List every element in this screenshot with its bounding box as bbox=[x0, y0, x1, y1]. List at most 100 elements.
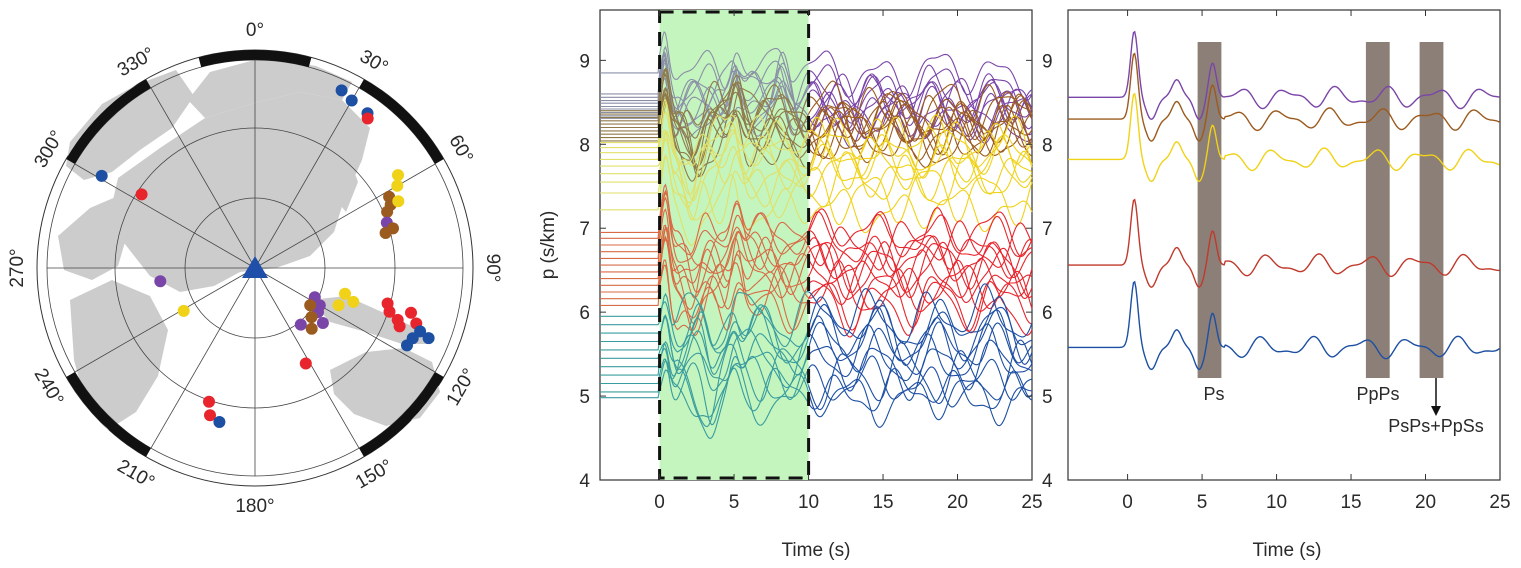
arc-band-0 bbox=[198, 50, 312, 68]
rf-trace-window bbox=[600, 91, 810, 161]
rf-trace-window bbox=[600, 355, 810, 426]
x-tick-label: 10 bbox=[798, 492, 819, 513]
rf-trace bbox=[808, 283, 1033, 345]
rf-trace-window bbox=[600, 73, 809, 167]
rf-trace bbox=[808, 276, 1033, 338]
rf-trace-window bbox=[600, 347, 810, 400]
azimuth-label: 150° bbox=[352, 456, 397, 494]
rf-trace-window bbox=[600, 77, 809, 131]
rf-trace bbox=[808, 355, 1033, 408]
x-ticks-c: 0 5 10 15 20 25 bbox=[1122, 10, 1511, 513]
rf-trace bbox=[808, 220, 1033, 271]
polar-map-panel: 0°30°60°90°120°150°180°210°240°270°300°3… bbox=[7, 20, 503, 517]
stacked-trace-red bbox=[1068, 198, 1500, 288]
series-yellow bbox=[600, 98, 1033, 246]
spoke-210 bbox=[150, 267, 256, 449]
rf-trace bbox=[808, 152, 1033, 202]
x-tick-label: 0 bbox=[654, 492, 665, 513]
x-tick-label: 20 bbox=[947, 492, 968, 513]
event-point-yellow bbox=[177, 304, 190, 317]
azimuth-label: 210° bbox=[113, 456, 158, 494]
spoke-300 bbox=[74, 163, 256, 269]
y-tick-label-right: 5 bbox=[1042, 387, 1053, 408]
rf-trace-window bbox=[600, 70, 810, 138]
y-ticks-b: 4 4 5 5 6 6 7 7 8 8 9 9 bbox=[579, 51, 1053, 492]
event-point-purple bbox=[294, 318, 307, 331]
rf-trace bbox=[808, 84, 1033, 144]
rf-trace-window bbox=[600, 196, 809, 274]
azimuth-label: 90° bbox=[482, 254, 503, 283]
event-point-blue bbox=[422, 332, 435, 345]
rf-trace bbox=[808, 207, 1033, 263]
x-axis-label-c: Time (s) bbox=[1253, 540, 1322, 561]
event-point-red bbox=[361, 112, 374, 125]
rf-trace bbox=[808, 242, 1033, 299]
rf-trace bbox=[808, 339, 1033, 411]
rf-trace bbox=[808, 105, 1033, 168]
rf-trace-window bbox=[600, 314, 810, 376]
y-tick-label-right: 9 bbox=[1042, 51, 1053, 72]
event-point-red bbox=[405, 306, 417, 319]
polar-spokes bbox=[47, 60, 463, 476]
rf-trace bbox=[808, 208, 1033, 258]
rf-trace bbox=[808, 129, 1033, 180]
series-red bbox=[600, 183, 1033, 338]
event-point-yellow bbox=[391, 179, 404, 192]
rf-trace-window bbox=[600, 155, 809, 246]
event-point-red bbox=[204, 409, 216, 422]
landmass-siberia bbox=[188, 58, 352, 118]
event-point-brown bbox=[379, 227, 392, 239]
rf-trace bbox=[808, 249, 1033, 306]
event-points bbox=[95, 84, 435, 428]
y-tick-label: 6 bbox=[579, 303, 590, 324]
rf-trace-window bbox=[600, 191, 810, 256]
rf-trace bbox=[808, 134, 1033, 190]
rf-trace-window bbox=[600, 226, 810, 310]
rf-trace bbox=[808, 114, 1033, 165]
x-tick-label: 0 bbox=[1122, 492, 1133, 513]
azimuth-label: 240° bbox=[30, 365, 68, 410]
rf-trace-window bbox=[600, 81, 810, 177]
rf-trace-window bbox=[600, 68, 810, 139]
azimuth-arc-bands bbox=[66, 50, 444, 457]
x-ticks-b: 0 5 10 15 20 25 bbox=[654, 10, 1043, 513]
event-point-brown bbox=[381, 205, 394, 218]
rf-trace-window bbox=[600, 53, 809, 124]
spoke-240 bbox=[74, 267, 256, 373]
x-tick-label: 20 bbox=[1415, 492, 1436, 513]
y-tick-label: 5 bbox=[579, 387, 590, 408]
rf-trace-window bbox=[600, 305, 810, 364]
rf-trace bbox=[808, 50, 1033, 102]
azimuth-label: 0° bbox=[246, 20, 264, 41]
rf-trace bbox=[808, 167, 1033, 227]
event-point-blue bbox=[335, 84, 348, 97]
x-axis-label-b: Time (s) bbox=[782, 540, 851, 561]
spoke-120 bbox=[254, 267, 436, 373]
rf-trace-window bbox=[600, 130, 810, 209]
rf-trace bbox=[808, 150, 1033, 208]
rf-trace-window bbox=[600, 87, 810, 150]
x-tick-label: 15 bbox=[1340, 492, 1361, 513]
rf-panel-b: 0 5 10 15 20 25 4 4 5 5 6 6 7 7 8 8 9 9 Time (s) p (s/km… bbox=[538, 9, 1053, 561]
y-tick-label-right: 6 bbox=[1042, 303, 1053, 324]
landmass-africa bbox=[70, 280, 168, 430]
event-point-brown bbox=[305, 311, 318, 324]
phase-band-2 bbox=[1419, 42, 1444, 378]
event-point-yellow bbox=[332, 299, 345, 312]
rf-trace-window bbox=[600, 102, 810, 196]
phase-bands bbox=[1197, 42, 1444, 378]
y-tick-label: 4 bbox=[579, 471, 590, 492]
arrow-down-icon bbox=[1431, 378, 1441, 416]
event-point-yellow bbox=[392, 195, 405, 208]
rf-trace-window bbox=[600, 355, 810, 440]
rf-trace-window bbox=[600, 359, 810, 418]
spoke-30 bbox=[254, 87, 360, 269]
rf-trace bbox=[808, 274, 1033, 334]
rf-trace bbox=[808, 321, 1033, 375]
landmass-europe bbox=[58, 196, 128, 280]
y-tick-label-right: 4 bbox=[1042, 471, 1053, 492]
rf-trace bbox=[808, 127, 1033, 190]
rf-trace bbox=[808, 188, 1033, 234]
y-tick-label: 8 bbox=[579, 135, 590, 156]
